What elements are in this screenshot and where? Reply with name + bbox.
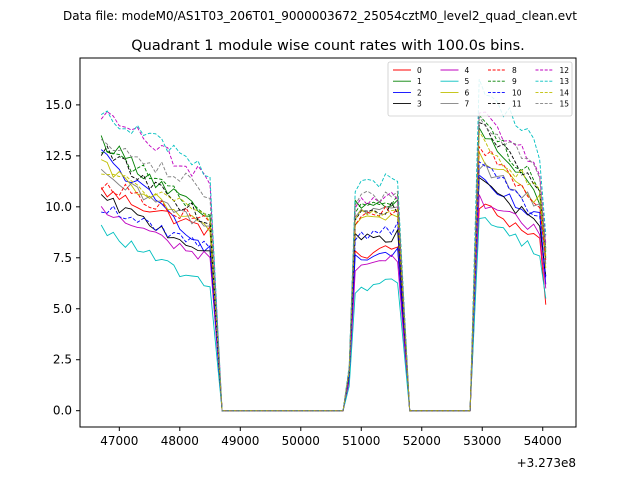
series-line-15 [100, 115, 547, 412]
y-tick-label: 5.0 [53, 302, 72, 316]
series-line-5 [100, 217, 547, 412]
y-tick-label: 0.0 [53, 404, 72, 418]
legend-label-15: 15 [560, 100, 570, 109]
legend-label-1: 1 [417, 77, 422, 86]
chart-title: Quadrant 1 module wise count rates with … [131, 38, 525, 54]
suptitle: Data file: modeM0/AS1T03_206T01_90000036… [63, 9, 577, 23]
x-tick-label: 54000 [524, 434, 562, 448]
legend-label-2: 2 [417, 88, 422, 97]
plot-lines [100, 78, 547, 412]
legend-label-14: 14 [560, 88, 570, 97]
x-tick-label: 49000 [221, 434, 259, 448]
legend-box [387, 61, 573, 117]
x-tick-label: 51000 [342, 434, 380, 448]
legend-label-0: 0 [417, 66, 422, 75]
x-tick-label: 50000 [282, 434, 320, 448]
series-line-9 [101, 114, 547, 412]
legend-label-13: 13 [560, 77, 570, 86]
series-line-10 [101, 160, 547, 412]
x-offset-label: +3.273e8 [517, 456, 576, 470]
x-tick-label: 53000 [463, 434, 501, 448]
y-tick-label: 10.0 [45, 200, 72, 214]
x-tick-label: 47000 [100, 434, 138, 448]
y-axis: 0.0 2.5 5.0 7.5 10.0 12.5 15.0 [45, 98, 80, 418]
legend-label-8: 8 [512, 66, 517, 75]
x-tick-label: 52000 [403, 434, 441, 448]
x-tick-label: 48000 [161, 434, 199, 448]
axes-frame [79, 57, 577, 428]
y-tick-label: 7.5 [53, 251, 72, 265]
y-tick-label: 2.5 [53, 353, 72, 367]
series-line-13 [100, 78, 547, 412]
legend-label-10: 10 [512, 88, 522, 97]
legend-label-4: 4 [465, 66, 470, 75]
legend-label-5: 5 [465, 77, 470, 86]
legend-label-6: 6 [465, 88, 470, 97]
legend-label-3: 3 [417, 100, 422, 109]
legend-label-12: 12 [560, 66, 570, 75]
series-line-4 [100, 194, 547, 412]
y-tick-label: 15.0 [45, 98, 72, 112]
legend-label-9: 9 [512, 77, 517, 86]
legend-label-7: 7 [465, 100, 470, 109]
y-tick-label: 12.5 [45, 149, 72, 163]
x-axis: 47000 48000 49000 50000 51000 52000 53000 54000 [100, 427, 562, 448]
series-line-8 [100, 145, 547, 412]
legend-label-11: 11 [512, 100, 522, 109]
